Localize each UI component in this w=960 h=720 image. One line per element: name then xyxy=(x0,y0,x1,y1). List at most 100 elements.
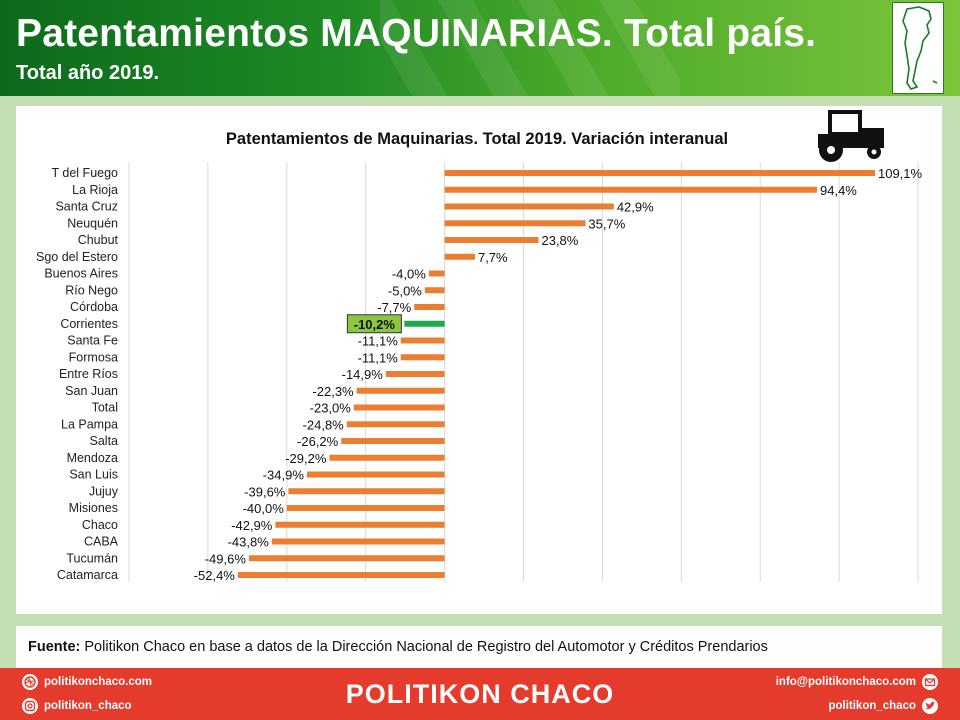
category-label: Jujuy xyxy=(89,484,119,498)
value-label: -49,6% xyxy=(205,551,247,566)
category-label: Sgo del Estero xyxy=(36,250,118,264)
value-labels: 109,1% 94,4% 42,9%35,7% 23,8% 7,7% -4,0%-5,0%… xyxy=(194,166,923,583)
bar xyxy=(288,488,445,495)
category-label: Chubut xyxy=(78,233,119,247)
value-label: 94,4% xyxy=(820,183,857,198)
value-label: -10,2% xyxy=(354,317,396,332)
tractor-icon xyxy=(818,110,884,162)
website-link[interactable]: politikonchaco.com xyxy=(22,674,152,690)
category-label: Santa Fe xyxy=(67,334,118,348)
chart-grid xyxy=(128,162,919,582)
page-title: Patentamientos MAQUINARIAS. Total país. xyxy=(16,12,817,55)
bar xyxy=(444,253,475,260)
category-label: Río Nego xyxy=(65,283,118,297)
source-note: Fuente: Politikon Chaco en base a datos … xyxy=(28,639,768,655)
category-label: Buenos Aires xyxy=(44,267,118,281)
website-text: politikonchaco.com xyxy=(44,676,152,688)
category-label: La Rioja xyxy=(72,183,118,197)
bar xyxy=(329,454,445,461)
value-label: -39,6% xyxy=(244,484,286,499)
bar xyxy=(400,354,445,361)
twitter-icon xyxy=(922,698,938,714)
twitter-text: politikon_chaco xyxy=(828,700,916,712)
bar xyxy=(444,203,614,210)
footer: politikonchaco.com politikon_chaco POLIT… xyxy=(0,668,960,720)
category-labels: T del Fuego La Rioja Santa Cruz Neuquén Chub… xyxy=(36,166,119,582)
instagram-link[interactable]: politikon_chaco xyxy=(22,698,132,714)
category-label: Mendoza xyxy=(67,451,118,465)
twitter-link[interactable]: politikon_chaco xyxy=(828,698,938,714)
category-label: Corrientes xyxy=(60,317,118,331)
bar xyxy=(237,572,445,578)
value-label: -34,9% xyxy=(263,468,305,483)
page-subtitle: Total año 2019. xyxy=(16,62,160,84)
header-banner: Patentamientos MAQUINARIAS. Total país. … xyxy=(0,0,960,96)
chart-title: Patentamientos de Maquinarias. Total 201… xyxy=(226,130,728,148)
bar xyxy=(353,404,445,411)
bar xyxy=(306,471,445,478)
chart-panel: Patentamientos de Maquinarias. Total 201… xyxy=(16,106,942,614)
dribbble-icon xyxy=(22,674,38,690)
bar xyxy=(400,337,445,344)
bar xyxy=(428,270,445,277)
bar xyxy=(444,237,539,243)
value-label: 42,9% xyxy=(617,200,654,215)
value-label: -11,1% xyxy=(358,350,399,365)
instagram-text: politikon_chaco xyxy=(44,700,132,712)
source-text: Politikon Chaco en base a datos de la Di… xyxy=(84,639,768,655)
email-text: info@politikonchaco.com xyxy=(775,676,916,688)
value-label: -40,0% xyxy=(243,501,285,516)
category-label: Córdoba xyxy=(70,300,118,314)
value-label: -23,0% xyxy=(310,401,352,416)
highlight-label-box xyxy=(346,314,402,334)
argentina-map-icon xyxy=(892,2,944,94)
bar xyxy=(275,521,445,528)
category-label: Chaco xyxy=(82,518,118,532)
value-label: -42,9% xyxy=(231,518,273,533)
category-label: CABA xyxy=(84,535,119,549)
value-label: -11,1% xyxy=(358,334,399,349)
category-label: Tucumán xyxy=(66,551,118,565)
instagram-icon xyxy=(22,698,38,714)
value-label: -14,9% xyxy=(342,367,384,382)
bar-chart: Patentamientos de Maquinarias. Total 201… xyxy=(36,110,923,583)
email-link[interactable]: info@politikonchaco.com xyxy=(776,674,938,690)
bar xyxy=(385,371,445,377)
bar xyxy=(424,287,445,294)
category-label: San Juan xyxy=(65,384,118,398)
bar xyxy=(444,220,586,227)
category-label: T del Fuego xyxy=(52,166,119,180)
bars xyxy=(237,170,875,578)
value-label: -5,0% xyxy=(388,283,422,298)
category-label: Santa Cruz xyxy=(55,200,118,214)
brand-name: POLITIKON CHACO xyxy=(345,679,615,709)
value-label: 109,1% xyxy=(878,166,923,181)
bar xyxy=(444,170,875,176)
source-label: Fuente: xyxy=(28,639,81,655)
bar xyxy=(444,186,818,193)
category-label: Catamarca xyxy=(57,568,118,582)
category-label: Salta xyxy=(90,434,119,448)
email-icon xyxy=(922,674,938,690)
category-label: Formosa xyxy=(69,350,118,364)
value-label: -7,7% xyxy=(377,300,411,315)
category-label: Neuquén xyxy=(67,216,118,230)
value-label: -26,2% xyxy=(297,434,339,449)
bar xyxy=(414,304,445,310)
value-label: 23,8% xyxy=(541,233,578,248)
bar xyxy=(248,555,445,562)
category-label: Total xyxy=(92,401,118,415)
value-label: -52,4% xyxy=(194,568,236,583)
category-label: La Pampa xyxy=(61,417,118,431)
value-label: 35,7% xyxy=(588,216,625,231)
source-panel: Fuente: Politikon Chaco en base a datos … xyxy=(16,626,942,668)
value-label: -22,3% xyxy=(312,384,354,399)
value-label: -43,8% xyxy=(228,535,270,550)
bar xyxy=(286,505,445,511)
value-label: 7,7% xyxy=(478,250,508,265)
bar xyxy=(356,387,445,394)
bar xyxy=(404,320,445,327)
bar xyxy=(341,438,445,444)
category-label: San Luis xyxy=(69,468,118,482)
value-label: -29,2% xyxy=(285,451,327,466)
